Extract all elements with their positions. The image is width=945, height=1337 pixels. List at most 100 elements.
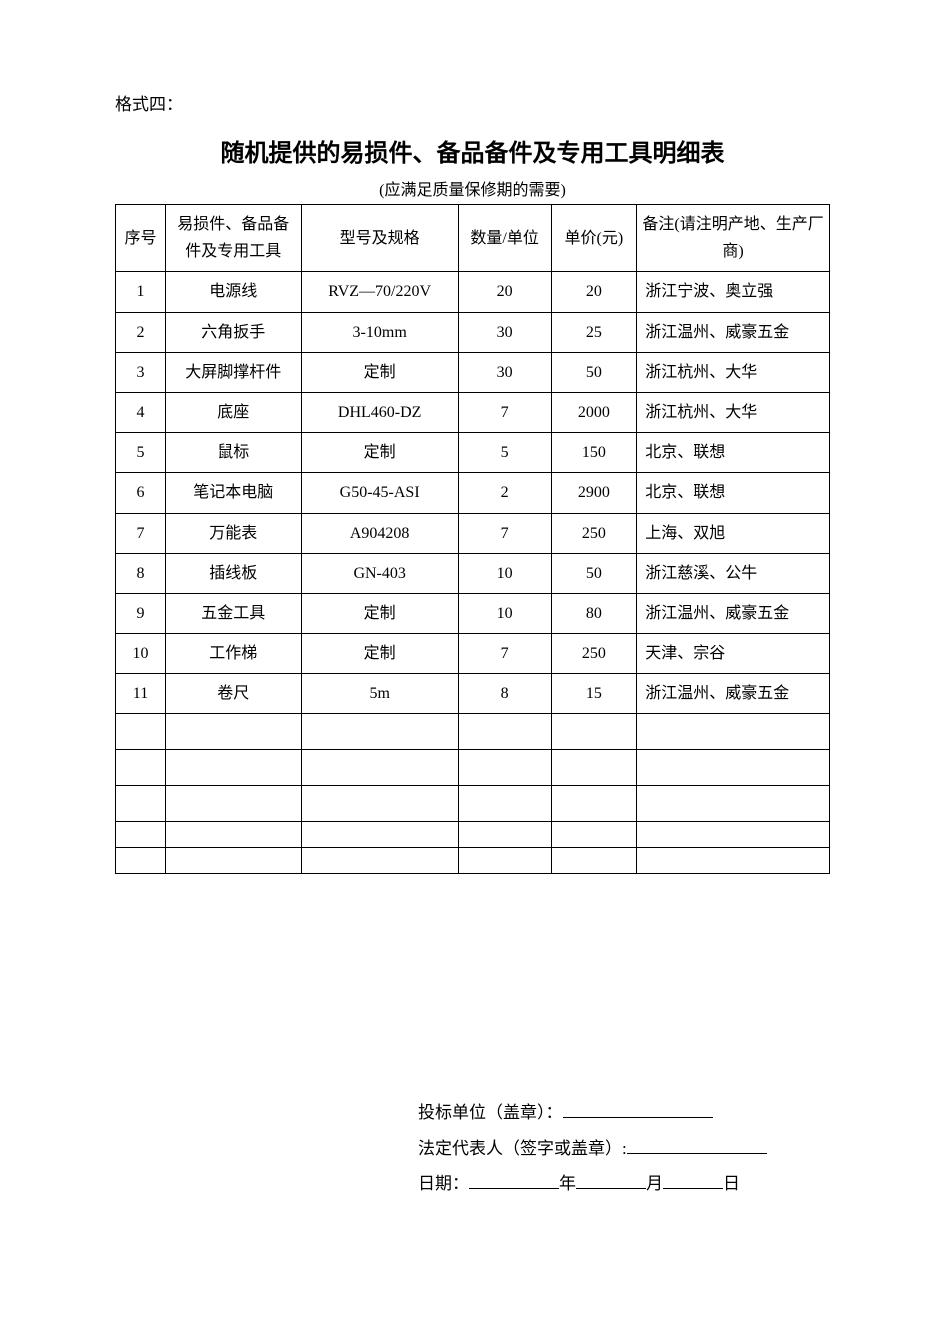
table-cell: 7 [458, 634, 551, 674]
table-row: 4底座DHL460-DZ72000浙江杭州、大华 [116, 392, 830, 432]
table-cell: 8 [116, 553, 166, 593]
table-cell-empty [301, 750, 458, 786]
table-cell: A904208 [301, 513, 458, 553]
table-cell-empty [458, 848, 551, 874]
table-row-empty [116, 750, 830, 786]
table-cell: GN-403 [301, 553, 458, 593]
table-cell-empty [165, 786, 301, 822]
table-cell: 大屏脚撑杆件 [165, 352, 301, 392]
table-cell-empty [116, 786, 166, 822]
table-cell-empty [458, 822, 551, 848]
table-cell: 2 [116, 312, 166, 352]
col-price: 单价(元) [551, 205, 637, 272]
table-cell-empty [301, 848, 458, 874]
table-cell: 9 [116, 593, 166, 633]
table-cell: 浙江杭州、大华 [637, 352, 830, 392]
table-cell-empty [301, 786, 458, 822]
table-cell-empty [551, 848, 637, 874]
table-cell: 定制 [301, 593, 458, 633]
col-remark: 备注(请注明产地、生产厂商) [637, 205, 830, 272]
day-char: 日 [723, 1174, 740, 1193]
table-row-empty [116, 822, 830, 848]
table-cell: 10 [458, 593, 551, 633]
table-cell: G50-45-ASI [301, 473, 458, 513]
table-cell-empty [165, 714, 301, 750]
table-cell: 80 [551, 593, 637, 633]
table-cell: 卷尺 [165, 674, 301, 714]
page-subtitle: (应满足质量保修期的需要) [115, 176, 830, 200]
table-cell: 浙江温州、威豪五金 [637, 312, 830, 352]
table-cell-empty [301, 822, 458, 848]
bidder-line: 投标单位（盖章）： [418, 1095, 767, 1131]
table-cell: 底座 [165, 392, 301, 432]
table-cell: RVZ—70/220V [301, 272, 458, 312]
month-char: 月 [646, 1174, 663, 1193]
table-row: 10工作梯定制7250天津、宗谷 [116, 634, 830, 674]
col-seq: 序号 [116, 205, 166, 272]
bidder-underline [563, 1099, 713, 1118]
table-cell: 2900 [551, 473, 637, 513]
table-cell-empty [551, 822, 637, 848]
table-cell: 7 [458, 513, 551, 553]
col-qty: 数量/单位 [458, 205, 551, 272]
format-label: 格式四： [115, 90, 830, 115]
table-cell-empty [637, 848, 830, 874]
table-cell: 11 [116, 674, 166, 714]
table-cell: 20 [458, 272, 551, 312]
table-cell: 浙江杭州、大华 [637, 392, 830, 432]
table-cell-empty [301, 714, 458, 750]
table-cell: 4 [116, 392, 166, 432]
table-cell-empty [165, 750, 301, 786]
table-cell: 6 [116, 473, 166, 513]
legalrep-line: 法定代表人（签字或盖章）: [418, 1131, 767, 1167]
table-cell: 8 [458, 674, 551, 714]
table-row: 2六角扳手3-10mm3025浙江温州、威豪五金 [116, 312, 830, 352]
table-cell: 250 [551, 634, 637, 674]
date-line: 日期： 年 月 日 [418, 1166, 767, 1202]
year-char: 年 [559, 1174, 576, 1193]
table-cell-empty [458, 786, 551, 822]
table-cell: 工作梯 [165, 634, 301, 674]
table-cell-empty [551, 714, 637, 750]
table-cell: 鼠标 [165, 433, 301, 473]
table-cell-empty [458, 750, 551, 786]
table-row: 1电源线RVZ—70/220V2020浙江宁波、奥立强 [116, 272, 830, 312]
table-cell: 15 [551, 674, 637, 714]
table-cell: DHL460-DZ [301, 392, 458, 432]
table-row-empty [116, 714, 830, 750]
table-cell-empty [116, 714, 166, 750]
table-cell: 定制 [301, 352, 458, 392]
table-cell: 定制 [301, 634, 458, 674]
day-underline [663, 1171, 723, 1190]
date-label: 日期： [418, 1174, 469, 1193]
table-cell: 25 [551, 312, 637, 352]
table-row: 8插线板GN-4031050浙江慈溪、公牛 [116, 553, 830, 593]
table-cell: 10 [116, 634, 166, 674]
table-cell: 30 [458, 352, 551, 392]
bidder-label: 投标单位（盖章）： [418, 1103, 563, 1122]
table-row: 5鼠标定制5150北京、联想 [116, 433, 830, 473]
year-underline [469, 1171, 559, 1190]
table-cell: 50 [551, 553, 637, 593]
parts-table: 序号 易损件、备品备件及专用工具 型号及规格 数量/单位 单价(元) 备注(请注… [115, 204, 830, 874]
table-cell: 六角扳手 [165, 312, 301, 352]
table-cell-empty [116, 750, 166, 786]
table-cell: 电源线 [165, 272, 301, 312]
table-row-empty [116, 848, 830, 874]
table-cell: 30 [458, 312, 551, 352]
table-cell: 20 [551, 272, 637, 312]
table-cell: 5 [116, 433, 166, 473]
legalrep-label: 法定代表人（签字或盖章）: [418, 1139, 627, 1158]
table-cell: 北京、联想 [637, 473, 830, 513]
table-cell: 2 [458, 473, 551, 513]
table-cell: 浙江慈溪、公牛 [637, 553, 830, 593]
legalrep-underline [627, 1135, 767, 1154]
table-row: 7万能表A9042087250上海、双旭 [116, 513, 830, 553]
table-cell-empty [551, 786, 637, 822]
table-cell: 150 [551, 433, 637, 473]
col-model: 型号及规格 [301, 205, 458, 272]
table-cell: 天津、宗谷 [637, 634, 830, 674]
table-cell: 插线板 [165, 553, 301, 593]
header-row: 序号 易损件、备品备件及专用工具 型号及规格 数量/单位 单价(元) 备注(请注… [116, 205, 830, 272]
table-cell: 50 [551, 352, 637, 392]
